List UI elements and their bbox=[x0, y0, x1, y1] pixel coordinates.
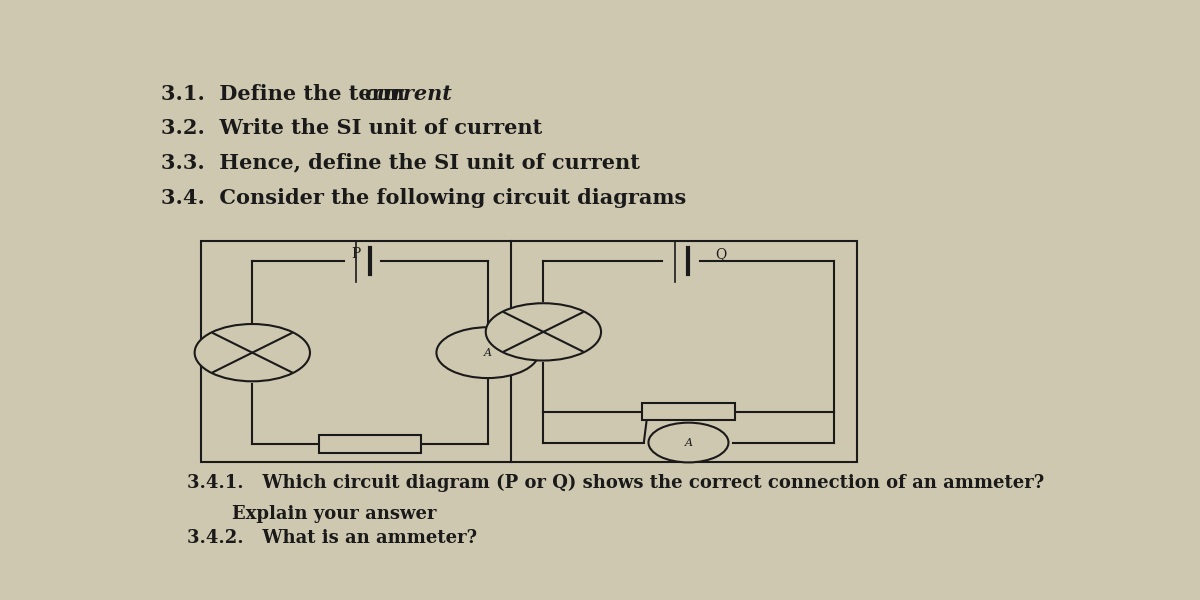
Text: P: P bbox=[352, 247, 361, 260]
Text: 3.3.  Hence, define the SI unit of current: 3.3. Hence, define the SI unit of curren… bbox=[161, 153, 640, 173]
Circle shape bbox=[194, 324, 310, 382]
Text: A: A bbox=[684, 437, 692, 448]
Text: 3.4.1.   Which circuit diagram (P or Q) shows the correct connection of an ammet: 3.4.1. Which circuit diagram (P or Q) sh… bbox=[187, 474, 1044, 492]
Text: Q: Q bbox=[715, 247, 727, 260]
Circle shape bbox=[486, 303, 601, 361]
Bar bbox=[202, 241, 857, 463]
Bar bbox=[319, 435, 421, 452]
Circle shape bbox=[437, 327, 539, 378]
Bar bbox=[642, 403, 734, 421]
Text: 3.2.  Write the SI unit of current: 3.2. Write the SI unit of current bbox=[161, 118, 542, 138]
Circle shape bbox=[648, 422, 728, 463]
Text: current: current bbox=[364, 83, 451, 104]
Text: A: A bbox=[484, 347, 492, 358]
Text: 3.4.  Consider the following circuit diagrams: 3.4. Consider the following circuit diag… bbox=[161, 187, 686, 208]
Text: 3.4.2.   What is an ammeter?: 3.4.2. What is an ammeter? bbox=[187, 529, 478, 547]
Text: 3.1.  Define the term: 3.1. Define the term bbox=[161, 83, 412, 104]
Text: Explain your answer: Explain your answer bbox=[232, 505, 437, 523]
